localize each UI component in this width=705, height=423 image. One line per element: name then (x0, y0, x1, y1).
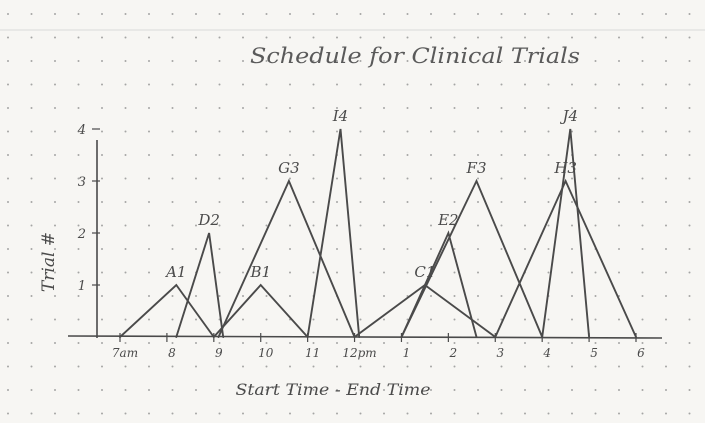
trial-line (494, 178, 637, 338)
x-tick-label: 10 (258, 346, 274, 360)
trial-a1: A1 (119, 263, 215, 338)
x-tick-label: 3 (496, 346, 504, 360)
trial-b1: B1 (212, 263, 309, 338)
y-tick-label: 2 (77, 227, 86, 242)
x-tick-label: 1 (403, 346, 411, 360)
trial-line (175, 232, 225, 338)
trial-line (119, 283, 215, 338)
trial-j4: J4 (541, 107, 591, 338)
x-tick-label: 4 (542, 346, 551, 360)
y-axis-label: Trial # (39, 232, 59, 292)
trial-f3: F3 (400, 159, 544, 338)
trial-line (217, 178, 356, 338)
x-tick-label: 7am (112, 346, 138, 360)
trial-label: G3 (278, 159, 300, 177)
chart-title: Schedule for Clinical Trials (250, 44, 580, 68)
x-tick-label: 8 (168, 346, 176, 360)
y-ticks: 1 2 3 4 (77, 123, 100, 294)
x-ticks: 7am 8 9 10 11 12pm 1 2 3 4 5 6 (112, 333, 645, 360)
trial-label: J4 (560, 107, 579, 125)
trial-line (400, 178, 544, 338)
trial-line (212, 283, 309, 338)
trial-g3: G3 (217, 159, 356, 338)
trial-label: B1 (249, 263, 271, 281)
trial-label: A1 (164, 263, 186, 281)
y-tick-label: 1 (78, 279, 86, 294)
x-tick-label: 11 (305, 346, 320, 360)
x-axis-label: Start Time - End Time (236, 380, 431, 399)
trial-label: I4 (332, 107, 348, 125)
x-tick-label: 9 (215, 346, 223, 360)
x-tick-label: 12pm (342, 346, 376, 360)
x-tick-label: 6 (637, 346, 645, 360)
trial-line (306, 128, 361, 338)
trial-i4: I4 (306, 107, 361, 338)
x-tick-label: 5 (590, 346, 598, 360)
dot-grid (7, 13, 691, 415)
trial-label: E2 (437, 211, 459, 229)
trial-label: F3 (466, 159, 487, 177)
y-tick-label: 4 (77, 123, 86, 138)
x-tick-label: 2 (449, 346, 458, 360)
trial-label: D2 (197, 211, 220, 229)
trial-d2: D2 (175, 211, 225, 338)
trial-line (541, 128, 591, 338)
y-tick-label: 3 (78, 175, 86, 190)
